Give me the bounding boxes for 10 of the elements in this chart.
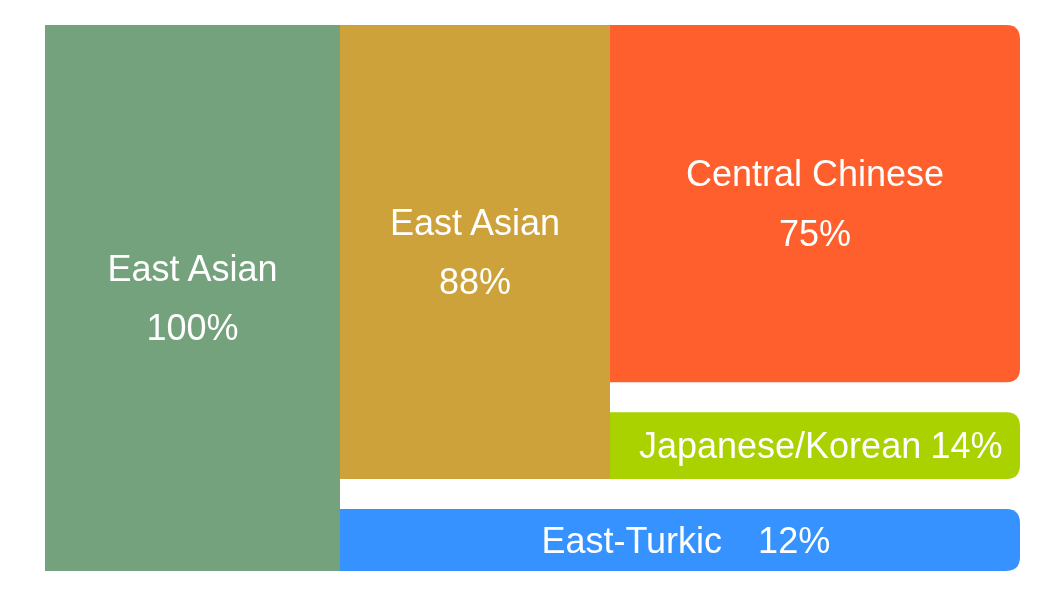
category-label: East-Turkic (541, 519, 723, 561)
category-label: Central Chinese (685, 153, 945, 195)
data-label: 12% (758, 519, 831, 561)
data-label: 88% (438, 261, 512, 303)
category-label: East Asian (107, 247, 278, 289)
data-label: 100% (146, 307, 239, 349)
data-label: 75% (778, 212, 852, 254)
data-label: 14% (930, 425, 1003, 467)
category-label: Japanese/Korean (638, 425, 922, 467)
category-label: East Asian (389, 201, 561, 243)
